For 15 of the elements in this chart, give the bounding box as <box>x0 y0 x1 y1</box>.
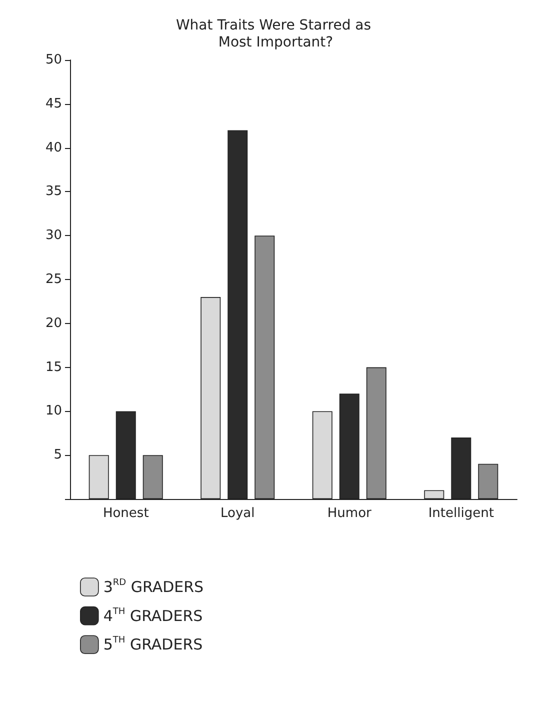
y-tick-label: 35 <box>45 184 62 200</box>
y-tick-label: 50 <box>45 52 62 68</box>
x-tick-label: Honest <box>102 506 149 521</box>
x-tick-label: Intelligent <box>428 506 494 521</box>
y-tick-label: 45 <box>45 96 62 112</box>
y-tick-label: 30 <box>45 228 62 244</box>
y-tick-label: 40 <box>45 140 62 156</box>
y-tick-label: 15 <box>45 360 62 375</box>
x-tick-label: Loyal <box>220 506 255 521</box>
chart-title: What Traits Were Starred as Most Important? <box>176 18 372 50</box>
x-tick-label: Humor <box>327 506 372 521</box>
y-tick-label: 25 <box>45 272 62 287</box>
y-tick-label: 20 <box>45 316 62 331</box>
y-tick-label: 10 <box>45 404 62 419</box>
y-tick-label: 5 <box>54 448 62 463</box>
